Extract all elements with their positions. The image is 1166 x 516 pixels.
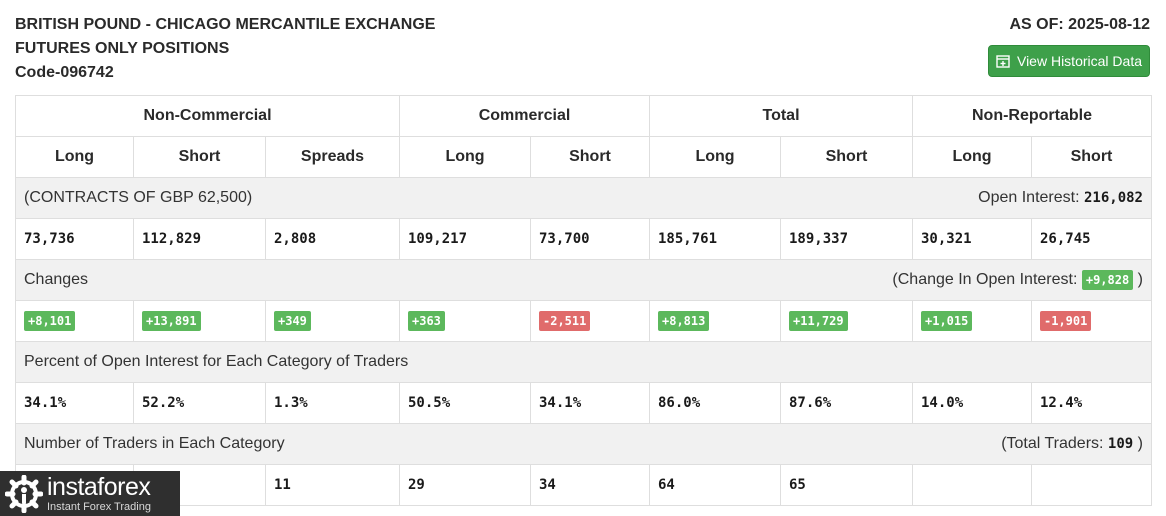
change-badge: +363 xyxy=(408,311,445,331)
contracts-band: (CONTRACTS OF GBP 62,500) Open Interest:… xyxy=(15,177,1152,219)
open-interest: Open Interest: 216,082 xyxy=(649,177,1152,219)
change-badge: -1,901 xyxy=(1040,311,1092,331)
percent-band: Percent of Open Interest for Each Catego… xyxy=(15,341,1152,383)
cot-positions-table: Non-Commercial Commercial Total Non-Repo… xyxy=(15,95,1152,506)
position-cell: 112,829 xyxy=(133,218,266,260)
group-total: Total xyxy=(649,95,913,137)
total-traders-prefix: (Total Traders: xyxy=(1001,435,1104,452)
traders-cell: 65 xyxy=(780,464,913,506)
change-cell: +8,101 xyxy=(15,300,134,342)
changes-row: +8,101 +13,891 +349 +363 -2,511 +8,813 +… xyxy=(15,300,1152,342)
change-cell: -1,901 xyxy=(1031,300,1152,342)
total-traders-value: 109 xyxy=(1107,436,1134,452)
view-historical-data-label: View Historical Data xyxy=(1016,53,1142,69)
change-open-interest: (Change In Open Interest: +9,828 ) xyxy=(649,259,1152,301)
traders-cell: 64 xyxy=(649,464,781,506)
column-header: Long xyxy=(912,136,1032,178)
change-badge: +349 xyxy=(274,311,311,331)
position-cell: 73,700 xyxy=(530,218,650,260)
position-cell: 26,745 xyxy=(1031,218,1152,260)
change-cell: +1,015 xyxy=(912,300,1032,342)
open-interest-value: 216,082 xyxy=(1083,190,1143,206)
instaforex-logo-text: instaforex Instant Forex Trading xyxy=(47,472,151,513)
column-header: Short xyxy=(133,136,266,178)
change-cell: +363 xyxy=(399,300,531,342)
instaforex-logo-icon xyxy=(5,474,43,513)
change-badge: +11,729 xyxy=(789,311,848,331)
percent-cell: 12.4% xyxy=(1031,382,1152,424)
change-cell: +11,729 xyxy=(780,300,913,342)
percent-cell: 86.0% xyxy=(649,382,781,424)
change-oi-prefix: (Change In Open Interest: xyxy=(892,271,1078,288)
total-traders-suffix: ) xyxy=(1137,435,1143,452)
group-header-row: Non-Commercial Commercial Total Non-Repo… xyxy=(15,95,1152,137)
column-header: Long xyxy=(399,136,531,178)
traders-cell: 11 xyxy=(265,464,400,506)
percent-cell: 50.5% xyxy=(399,382,531,424)
position-cell: 2,808 xyxy=(265,218,400,260)
percent-cell: 87.6% xyxy=(780,382,913,424)
column-header: Spreads xyxy=(265,136,400,178)
traders-cell: 34 xyxy=(530,464,650,506)
column-header-row: Long Short Spreads Long Short Long Short… xyxy=(15,136,1152,178)
change-badge: +8,101 xyxy=(24,311,76,331)
column-header: Short xyxy=(530,136,650,178)
changes-band: Changes (Change In Open Interest: +9,828… xyxy=(15,259,1152,301)
percent-cell: 52.2% xyxy=(133,382,266,424)
traders-cell xyxy=(1031,464,1152,506)
position-cell: 189,337 xyxy=(780,218,913,260)
column-header: Short xyxy=(1031,136,1152,178)
contracts-label: (CONTRACTS OF GBP 62,500) xyxy=(15,177,650,219)
group-noncommercial: Non-Commercial xyxy=(15,95,400,137)
positions-row: 73,736 112,829 2,808 109,217 73,700 185,… xyxy=(15,218,1152,260)
column-header: Short xyxy=(780,136,913,178)
traders-cell: 29 xyxy=(399,464,531,506)
report-code: Code-096742 xyxy=(15,64,114,81)
group-nonreportable: Non-Reportable xyxy=(912,95,1152,137)
traders-cell xyxy=(912,464,1032,506)
group-commercial: Commercial xyxy=(399,95,650,137)
instaforex-tagline: Instant Forex Trading xyxy=(47,500,151,513)
percent-cell: 34.1% xyxy=(15,382,134,424)
changes-label: Changes xyxy=(15,259,650,301)
column-header: Long xyxy=(649,136,781,178)
change-oi-badge: +9,828 xyxy=(1081,270,1134,290)
percent-cell: 34.1% xyxy=(530,382,650,424)
report-title-block: BRITISH POUND - CHICAGO MERCANTILE EXCHA… xyxy=(15,13,435,85)
change-cell: +349 xyxy=(265,300,400,342)
position-cell: 30,321 xyxy=(912,218,1032,260)
position-cell: 185,761 xyxy=(649,218,781,260)
percent-label: Percent of Open Interest for Each Catego… xyxy=(15,341,1152,383)
change-oi-suffix: ) xyxy=(1137,271,1143,288)
percent-cell: 14.0% xyxy=(912,382,1032,424)
report-subtitle: FUTURES ONLY POSITIONS xyxy=(15,40,230,57)
position-cell: 73,736 xyxy=(15,218,134,260)
traders-label: Number of Traders in Each Category xyxy=(15,423,650,465)
traders-band: Number of Traders in Each Category (Tota… xyxy=(15,423,1152,465)
instaforex-name: instaforex xyxy=(47,472,151,501)
position-cell: 109,217 xyxy=(399,218,531,260)
instaforex-watermark: instaforex Instant Forex Trading xyxy=(0,471,180,516)
percent-cell: 1.3% xyxy=(265,382,400,424)
percent-row: 34.1% 52.2% 1.3% 50.5% 34.1% 86.0% 87.6%… xyxy=(15,382,1152,424)
change-badge: +8,813 xyxy=(658,311,710,331)
change-cell: +8,813 xyxy=(649,300,781,342)
column-header: Long xyxy=(15,136,134,178)
report-title: BRITISH POUND - CHICAGO MERCANTILE EXCHA… xyxy=(15,16,436,33)
total-traders: (Total Traders: 109 ) xyxy=(649,423,1152,465)
calendar-plus-icon xyxy=(996,55,1010,68)
open-interest-label: Open Interest: xyxy=(978,189,1080,206)
change-badge: +1,015 xyxy=(921,311,973,331)
view-historical-data-button[interactable]: View Historical Data xyxy=(988,45,1150,77)
as-of-date: AS OF: 2025-08-12 xyxy=(1009,16,1150,33)
change-cell: +13,891 xyxy=(133,300,266,342)
change-cell: -2,511 xyxy=(530,300,650,342)
change-badge: +13,891 xyxy=(142,311,201,331)
change-badge: -2,511 xyxy=(539,311,591,331)
traders-row: 29 11 29 34 64 65 xyxy=(15,464,1152,506)
